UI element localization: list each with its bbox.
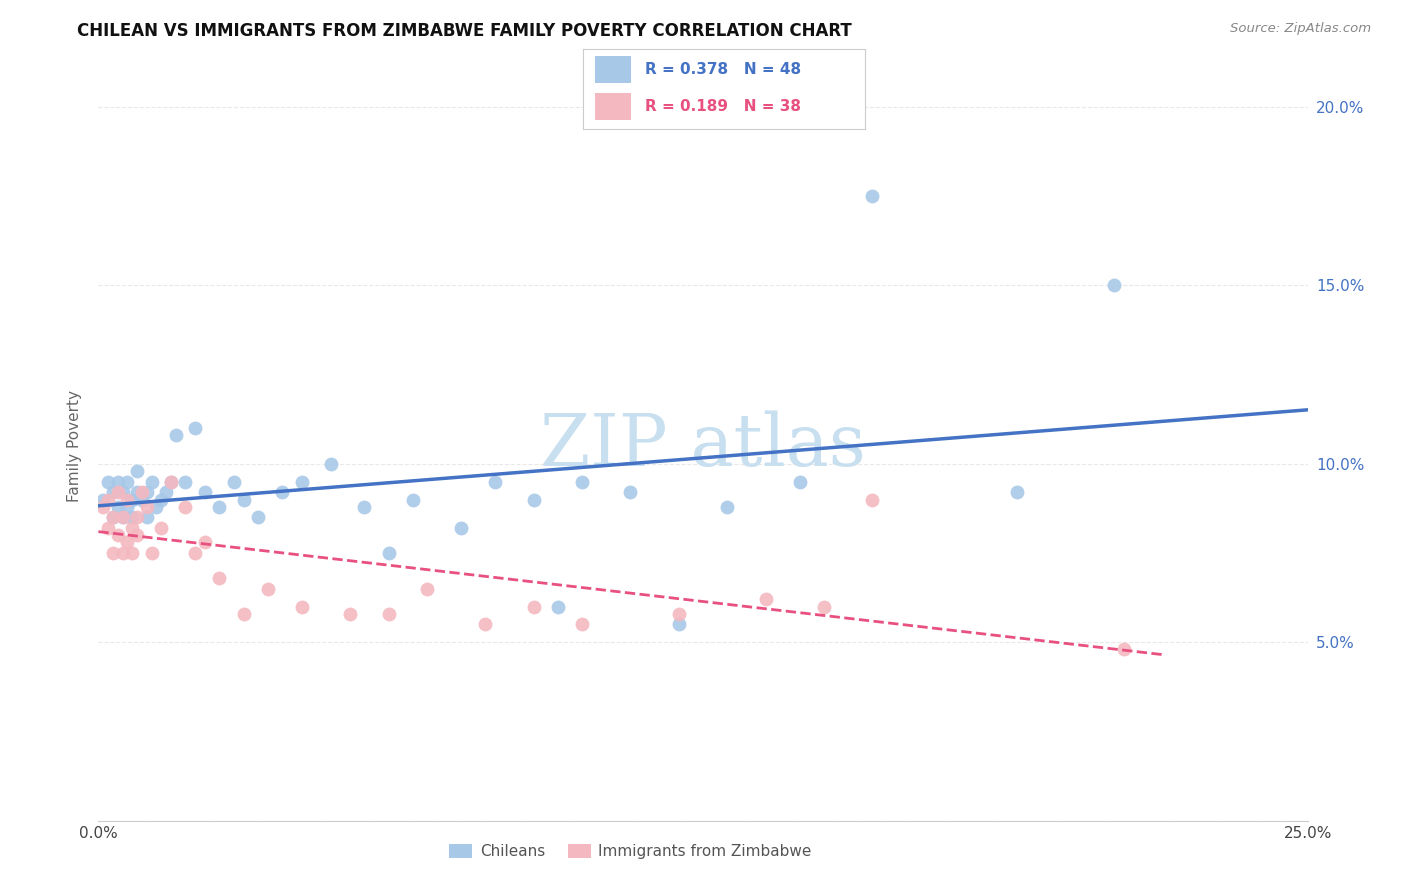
Point [101, 510, 124, 524]
Point [117, 535, 139, 549]
Point [160, 475, 183, 489]
Point [174, 500, 197, 514]
Point [121, 492, 143, 507]
Point [450, 521, 472, 535]
Point [107, 475, 129, 489]
Point [111, 485, 134, 500]
Point [571, 475, 593, 489]
Point [145, 500, 167, 514]
Point [150, 492, 173, 507]
Point [377, 607, 399, 621]
Point [547, 599, 569, 614]
Point [135, 500, 157, 514]
Point [131, 485, 153, 500]
Point [222, 475, 245, 489]
Point [127, 528, 149, 542]
Point [377, 546, 399, 560]
Point [668, 617, 690, 632]
Point [131, 492, 153, 507]
Point [523, 599, 546, 614]
Point [290, 599, 312, 614]
Point [135, 510, 157, 524]
Point [256, 582, 278, 596]
Point [141, 546, 163, 560]
Point [97, 521, 120, 535]
Point [271, 485, 294, 500]
Point [860, 492, 883, 507]
Text: ZIP atlas: ZIP atlas [540, 410, 866, 482]
Point [107, 485, 129, 500]
Y-axis label: Family Poverty: Family Poverty [67, 390, 83, 502]
Point [127, 510, 149, 524]
Point [194, 535, 217, 549]
Point [111, 510, 134, 524]
Point [107, 528, 129, 542]
Point [789, 475, 811, 489]
Point [141, 475, 163, 489]
Point [619, 485, 641, 500]
Point [860, 189, 883, 203]
Bar [595, 56, 631, 83]
Point [247, 510, 270, 524]
Point [484, 475, 506, 489]
Point [290, 475, 312, 489]
Text: R = 0.189   N = 38: R = 0.189 N = 38 [645, 99, 801, 114]
Point [1007, 485, 1029, 500]
Point [402, 492, 425, 507]
Point [353, 500, 375, 514]
Point [174, 475, 197, 489]
Point [101, 485, 124, 500]
Point [127, 485, 149, 500]
Point [416, 582, 439, 596]
Point [571, 617, 593, 632]
Point [121, 521, 143, 535]
Point [755, 592, 778, 607]
Text: Source: ZipAtlas.com: Source: ZipAtlas.com [1230, 22, 1371, 36]
Point [232, 492, 254, 507]
Point [1102, 278, 1125, 293]
Point [232, 607, 254, 621]
Point [150, 521, 173, 535]
Point [97, 475, 120, 489]
Point [208, 571, 231, 585]
Point [97, 492, 120, 507]
Point [319, 457, 342, 471]
Point [117, 475, 139, 489]
Point [107, 500, 129, 514]
Point [1112, 642, 1135, 657]
Point [127, 464, 149, 478]
Point [101, 546, 124, 560]
Point [523, 492, 546, 507]
Point [165, 428, 187, 442]
Point [474, 617, 496, 632]
Point [813, 599, 835, 614]
Point [91, 500, 114, 514]
Point [716, 500, 738, 514]
Point [111, 510, 134, 524]
Point [208, 500, 231, 514]
Point [194, 485, 217, 500]
Point [668, 607, 690, 621]
Point [135, 485, 157, 500]
Legend: Chileans, Immigrants from Zimbabwe: Chileans, Immigrants from Zimbabwe [443, 838, 818, 865]
Point [339, 607, 361, 621]
Point [121, 546, 143, 560]
Point [91, 492, 114, 507]
Point [155, 485, 177, 500]
Text: CHILEAN VS IMMIGRANTS FROM ZIMBABWE FAMILY POVERTY CORRELATION CHART: CHILEAN VS IMMIGRANTS FROM ZIMBABWE FAMI… [77, 22, 852, 40]
Point [117, 500, 139, 514]
Text: R = 0.378   N = 48: R = 0.378 N = 48 [645, 62, 801, 78]
Point [160, 475, 183, 489]
Point [184, 421, 207, 435]
Point [101, 510, 124, 524]
Point [184, 546, 207, 560]
Point [117, 492, 139, 507]
Bar [595, 94, 631, 120]
Point [121, 510, 143, 524]
Point [111, 546, 134, 560]
